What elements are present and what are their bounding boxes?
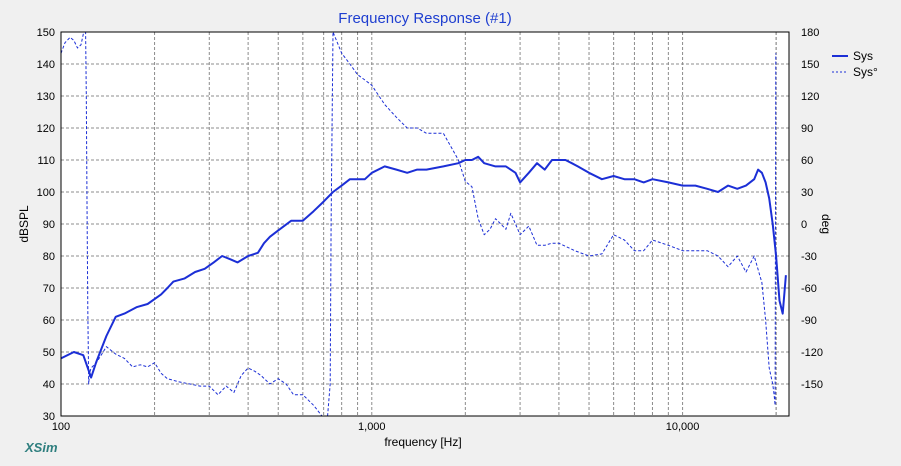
y-tick-label: 120 — [37, 123, 55, 135]
series-line-sys — [61, 155, 787, 379]
y2-tick-label: 30 — [801, 187, 813, 199]
y-tick-label: 60 — [43, 315, 55, 327]
y-tick-label: 30 — [43, 411, 55, 423]
plot-area — [61, 32, 789, 416]
y2-tick-label: -150 — [801, 379, 823, 391]
legend-label-sys: Sys — [853, 49, 873, 63]
y2-tick-label: 180 — [801, 27, 819, 39]
y2-tick-label: 90 — [801, 123, 813, 135]
x-axis-label: frequency [Hz] — [384, 435, 461, 449]
y-tick-label: 140 — [37, 59, 55, 71]
y2-tick-label: 60 — [801, 155, 813, 167]
chart-title: Frequency Response (#1) — [338, 10, 511, 27]
y2-tick-label: 120 — [801, 91, 819, 103]
y2-tick-label: -30 — [801, 251, 817, 263]
y-axis-label: dBSPL — [17, 205, 31, 243]
legend-label-sys-phase: Sys° — [853, 65, 878, 79]
y2-tick-label: 150 — [801, 59, 819, 71]
grid — [61, 32, 789, 416]
y-tick-label: 70 — [43, 283, 55, 295]
legend: Sys Sys° — [832, 49, 878, 79]
plot-frame — [60, 31, 790, 417]
y-tick-label: 130 — [37, 91, 55, 103]
ticks: 30 40 50 60 70 80 90 100 110 120 130 140 150 100 1,000… — [37, 27, 823, 433]
y-tick-label: 100 — [37, 187, 55, 199]
brand-logo: XSim — [24, 440, 58, 455]
y2-tick-label: 0 — [801, 219, 807, 231]
y-tick-label: 40 — [43, 379, 55, 391]
y2-axis-label: deg — [819, 214, 833, 234]
series-layer — [61, 32, 787, 416]
y-tick-label: 90 — [43, 219, 55, 231]
y-tick-label: 80 — [43, 251, 55, 263]
y-tick-label: 110 — [37, 155, 55, 167]
y2-tick-label: -90 — [801, 315, 817, 327]
y-tick-label: 50 — [43, 347, 55, 359]
x-tick-label: 100 — [52, 421, 70, 433]
x-tick-label: 10,000 — [666, 421, 700, 433]
series-line-sys-phase — [61, 32, 777, 416]
y2-tick-label: -120 — [801, 347, 823, 359]
y-tick-label: 150 — [37, 27, 55, 39]
y2-tick-label: -60 — [801, 283, 817, 295]
x-tick-label: 1,000 — [358, 421, 386, 433]
